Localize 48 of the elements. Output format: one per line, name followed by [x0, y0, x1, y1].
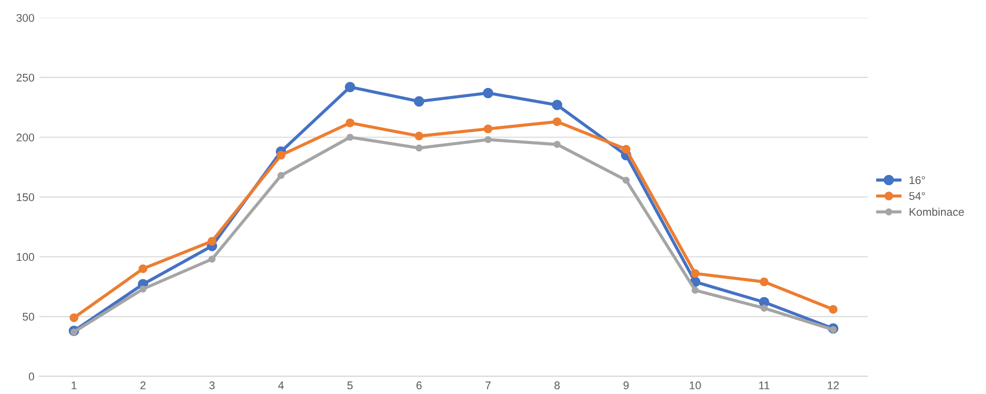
point [208, 256, 216, 263]
x-tick-label: 11 [759, 382, 770, 390]
legend-label: 54° [909, 192, 925, 200]
y-tick-label: 250 [16, 74, 34, 82]
point [622, 176, 630, 184]
point [552, 100, 562, 110]
point [690, 269, 700, 278]
point [416, 144, 423, 152]
point [484, 124, 492, 134]
y-tick-label: 200 [16, 134, 34, 142]
point [346, 118, 354, 128]
point [760, 304, 768, 312]
y-tick-label: 100 [16, 253, 34, 261]
point [277, 172, 285, 180]
y-tick-label: 150 [16, 193, 34, 202]
point [139, 285, 147, 293]
point [276, 150, 286, 160]
y-tick-label: 50 [22, 312, 34, 321]
x-tick-label: 4 [278, 382, 284, 390]
x-tick-label: 7 [486, 382, 491, 390]
point [552, 117, 562, 126]
y-tick-label: 300 [16, 14, 34, 22]
legend-label: Kombinace [910, 208, 964, 216]
x-tick-label: 2 [140, 381, 146, 390]
point [346, 134, 354, 141]
point [554, 140, 561, 148]
point [70, 313, 78, 322]
x-tick-label: 9 [624, 381, 629, 390]
x-tick-label: 1 [72, 382, 76, 390]
x-tick-label: 6 [416, 381, 422, 390]
point [414, 96, 424, 107]
legend-label: 16° [910, 176, 925, 184]
point [414, 132, 424, 140]
point [344, 82, 356, 92]
point [828, 304, 838, 314]
point [138, 264, 148, 274]
point [760, 277, 769, 286]
x-tick-label: 5 [347, 382, 353, 390]
x-tick-label: 10 [690, 381, 701, 390]
point [482, 88, 494, 98]
point [208, 236, 216, 246]
x-tick-label: 3 [209, 381, 215, 390]
point [692, 286, 699, 294]
y-tick-label: 0 [28, 372, 34, 380]
x-tick-label: 8 [554, 381, 560, 390]
point [484, 136, 492, 144]
point [622, 144, 630, 154]
x-tick-label: 12 [828, 381, 839, 390]
